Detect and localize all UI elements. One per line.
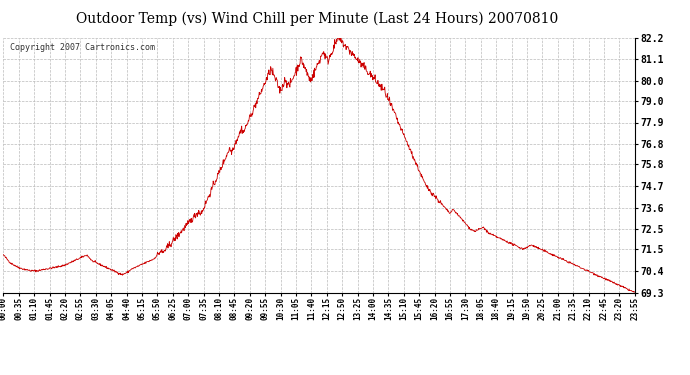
Text: Copyright 2007 Cartronics.com: Copyright 2007 Cartronics.com — [10, 43, 155, 52]
Text: Outdoor Temp (vs) Wind Chill per Minute (Last 24 Hours) 20070810: Outdoor Temp (vs) Wind Chill per Minute … — [77, 11, 558, 26]
